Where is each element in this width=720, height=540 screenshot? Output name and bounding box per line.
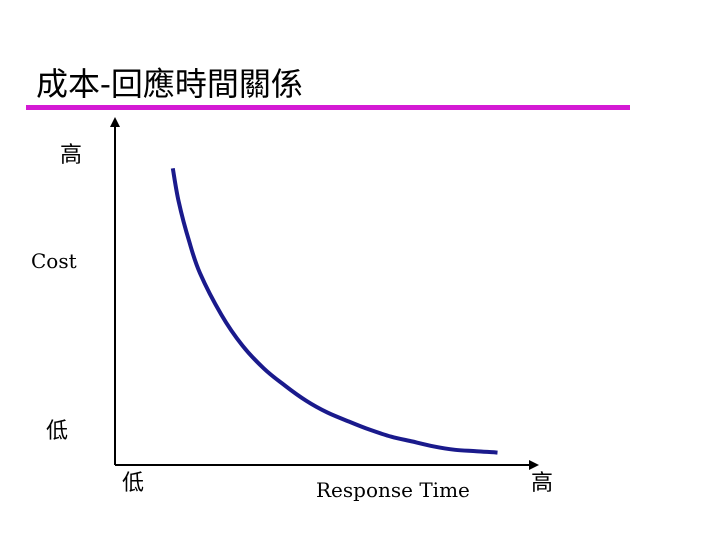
x-axis-high-label: 高 (531, 471, 553, 496)
x-axis-title: Response Time (316, 478, 470, 502)
axis-labels: 高 Cost 低 低 Response Time 高 (31, 143, 553, 502)
cost-curve-line (170, 167, 498, 455)
slide-title: 成本-回應時間關係 (36, 65, 303, 103)
x-axis-low-label: 低 (122, 471, 144, 496)
series-group (170, 167, 498, 455)
y-axis-title: Cost (31, 249, 77, 273)
y-axis-high-label: 高 (60, 143, 82, 168)
y-axis-low-label: 低 (46, 419, 68, 444)
axes (110, 117, 539, 470)
title-underline (26, 105, 630, 110)
